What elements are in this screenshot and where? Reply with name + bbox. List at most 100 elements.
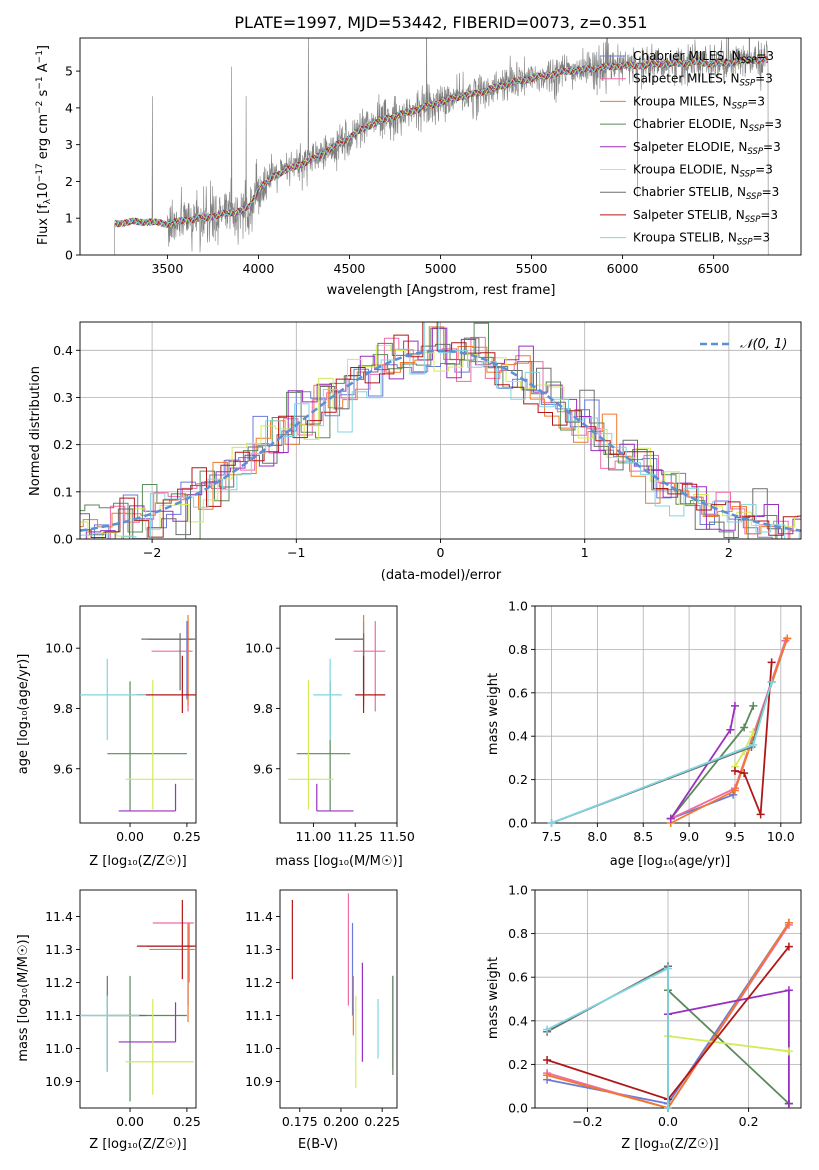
spectrum-xtick-label: 3500: [151, 261, 183, 276]
spectrum-panel: 3500 4000 4500 5000 5500 6000 6500 0 1 2 3 4 5 wavel…: [35, 37, 802, 298]
age-z-frame: [79, 605, 197, 824]
weight-z-ytick-label: 0.6: [508, 970, 528, 985]
weight-age-marker: [730, 786, 739, 795]
residuals-ytick-label: 0.0: [53, 532, 73, 547]
mass-z-marks: [80, 899, 196, 1102]
age-mass-ytick-label: 9.8: [253, 701, 273, 716]
residuals-ytick-label: 0.4: [53, 343, 73, 358]
weight-age-xtick-label: 9.0: [679, 829, 699, 844]
weight-age-marker: [749, 740, 758, 749]
legend-label: Kroupa MILES, NSSP=3: [633, 94, 765, 111]
weight-z-marker: [543, 1071, 552, 1080]
weight-z-marker: [543, 1025, 552, 1034]
mass-ebv-ytick-label: 11.3: [245, 942, 273, 957]
mass-z-xlabel: Z [log₁₀(Z/Z☉)]: [89, 1137, 186, 1152]
weight-age-xlabel: age [log₁₀(age/yr)]: [610, 854, 731, 869]
weight-z-xtick-label: 0.2: [739, 1114, 759, 1129]
residuals-axes: −2 −1 0 1 2 0.0 0.1 0.2 0.3 0.4: [53, 321, 802, 560]
age-vs-mass-panel: 11.00 11.25 11.50 9.6 9.8 10.0: [245, 605, 415, 844]
legend-rest: =3: [747, 94, 765, 108]
weight-age-marker: [740, 769, 749, 778]
legend-label: Chabrier ELODIE, NSSP=3: [633, 117, 782, 134]
weight-z-marker: [664, 964, 672, 973]
spectrum-ytick-label: 1: [65, 211, 73, 226]
residuals-panel: −2 −1 0 1 2 0.0 0.1 0.2 0.3 0.4 (data-model)/erro…: [28, 321, 802, 583]
residuals-legend: 𝒩(0, 1): [700, 337, 787, 352]
weight-z-series-chabrier-stelib: [546, 964, 669, 1108]
weight-age-marker: [767, 677, 776, 686]
weight-age-series-salpeter-stelib: [734, 662, 773, 815]
weight-z-ytick-label: 0.8: [508, 926, 528, 941]
spectrum-ytick-label: 3: [65, 137, 73, 152]
weight-z-marker: [784, 942, 793, 951]
spectrum-xtick-label: 6000: [607, 261, 639, 276]
mass-ebv-xtick-label: 0.200: [323, 1114, 359, 1129]
legend-subscript: SSP: [732, 101, 748, 111]
legend-label: Kroupa ELODIE, NSSP=3: [633, 163, 773, 180]
age-z-xlabel: Z [log₁₀(Z/Z☉)]: [89, 854, 186, 869]
histogram-chabrier-miles: [80, 361, 801, 539]
legend-rest: =3: [753, 231, 771, 245]
mass-ebv-ytick-label: 11.1: [245, 1008, 273, 1023]
mass-z-xtick-label: 0.00: [116, 1114, 144, 1129]
spectrum-xtick-label: 4000: [243, 261, 275, 276]
residuals-ytick-label: 0.1: [53, 484, 73, 499]
age-mass-xtick-label: 11.25: [337, 829, 373, 844]
age-mass-xtick-label: 11.50: [379, 829, 415, 844]
mass-z-ytick-label: 11.3: [45, 942, 73, 957]
weight-age-series-salpeter-elodie: [670, 705, 736, 820]
legend-label: Salpeter ELODIE, NSSP=3: [633, 140, 781, 157]
age-z-xtick-label: 0.00: [116, 829, 144, 844]
age-mass-frame: [279, 605, 398, 824]
residuals-grid: [80, 322, 801, 540]
residuals-xtick-label: −1: [287, 545, 305, 560]
legend-label: Kroupa STELIB, NSSP=3: [633, 231, 770, 248]
legend-rest: =3: [755, 163, 773, 177]
legend-subscript: SSP: [745, 215, 761, 225]
spectrum-xtick-label: 5500: [516, 261, 548, 276]
spectrum-xlabel: wavelength [Angstrom, rest frame]: [327, 283, 556, 298]
weight-age-marker: [767, 658, 776, 667]
legend-label: Chabrier STELIB, NSSP=3: [633, 185, 779, 202]
legend-rest: =3: [764, 117, 782, 131]
weight-age-marker: [749, 701, 758, 710]
spectrum-legend: Chabrier MILES, NSSP=3 Salpeter MILES, NS…: [600, 49, 782, 248]
weight-age-xtick-label: 8.0: [587, 829, 607, 844]
histogram-kroupa-elodie: [80, 345, 801, 539]
legend-rest: =3: [760, 208, 778, 222]
spectrum-xtick-label: 6500: [698, 261, 730, 276]
weight-age-ytick-label: 0.6: [508, 685, 528, 700]
age-mass-ytick-label: 10.0: [245, 641, 273, 656]
legend-rest: =3: [756, 49, 774, 63]
residuals-xtick-label: −2: [143, 545, 161, 560]
weight-age-marker: [666, 814, 675, 823]
weight-vs-age-panel: 7.5 8.0 8.5 9.0 9.5 10.0 0.0 0.2 0.4 0.6 0.8 1.0: [508, 599, 802, 844]
age-z-ytick-label: 10.0: [45, 641, 73, 656]
residuals-xlabel: (data-model)/error: [381, 568, 502, 583]
legend-normal-label: 𝒩(0, 1): [740, 337, 787, 352]
weight-age-marker: [730, 766, 739, 775]
weight-z-series-kroupa-stelib: [546, 967, 669, 1108]
weight-z-xtick-label: 0.0: [658, 1114, 678, 1129]
legend-subscript: SSP: [747, 147, 763, 157]
legend-label: Chabrier MILES, NSSP=3: [633, 49, 774, 66]
mass-z-ytick-label: 11.2: [45, 975, 73, 990]
histogram-chabrier-stelib: [80, 337, 801, 539]
residuals-xtick-label: 1: [581, 545, 589, 560]
weight-age-ytick-label: 0.4: [508, 729, 528, 744]
spectrum-ytick-label: 4: [65, 100, 73, 115]
weight-z-marker: [784, 1047, 793, 1056]
weight-z-ylabel: mass weight: [486, 957, 501, 1039]
mass-z-ytick-label: 10.9: [45, 1074, 73, 1089]
weight-age-ytick-label: 0.8: [508, 642, 528, 657]
age-mass-ytick-label: 9.6: [253, 761, 273, 776]
legend-rest: =3: [755, 72, 773, 86]
weight-age-marker: [726, 725, 735, 734]
weight-age-marker: [740, 723, 749, 732]
spectrum-axes: 3500 4000 4500 5000 5500 6000 6500 0 1 2 3 4 5: [65, 37, 802, 276]
normal-curve: [80, 349, 801, 532]
weight-vs-metallicity-panel: −0.2 0.0 0.2 0.0 0.2 0.4 0.6 0.8 1.0: [508, 883, 802, 1129]
weight-z-series-kroupa-elodie: [667, 1035, 790, 1053]
mass-z-ytick-label: 11.1: [45, 1008, 73, 1023]
